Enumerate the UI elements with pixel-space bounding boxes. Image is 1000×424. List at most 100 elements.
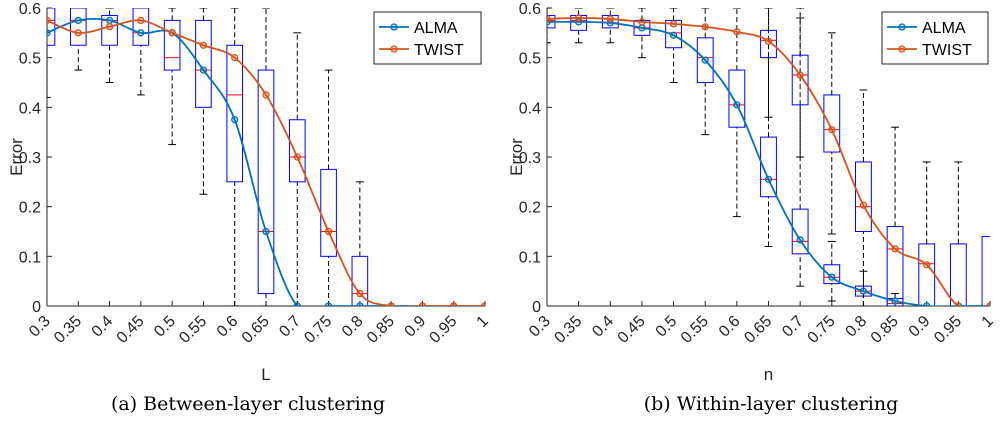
data-point-alma xyxy=(47,29,51,37)
data-point-twist xyxy=(231,54,239,62)
data-point-alma xyxy=(356,302,364,306)
y-tick-label: 0 xyxy=(532,299,541,316)
data-point-alma xyxy=(923,302,931,306)
legend-label-twist: TWIST xyxy=(414,42,464,59)
legend-label-alma: ALMA xyxy=(414,20,458,37)
box-iqr xyxy=(791,54,809,106)
x-tick-label: 0.3 xyxy=(526,313,554,341)
x-tick-label: 0.6 xyxy=(716,313,744,341)
data-point-alma xyxy=(231,116,239,124)
x-tick-label: 0.55 xyxy=(176,313,210,347)
box-iqr xyxy=(918,243,936,306)
x-tick-label: 0.4 xyxy=(89,313,117,341)
plot-area xyxy=(547,8,990,306)
data-point-alma xyxy=(891,297,899,305)
data-point-twist xyxy=(356,289,364,298)
box-iqr xyxy=(69,8,87,46)
x-tick-label: 0.75 xyxy=(301,313,335,347)
boxplot-twist xyxy=(855,89,872,306)
boxplot xyxy=(226,8,244,306)
y-axis-label: Error xyxy=(507,138,526,176)
x-tick-label: 0.45 xyxy=(114,313,148,347)
legend-label-alma: ALMA xyxy=(922,20,966,37)
box-iqr xyxy=(855,161,872,232)
x-tick-label: 0.4 xyxy=(589,313,617,341)
legend-box xyxy=(881,11,989,65)
data-point-twist xyxy=(168,29,176,37)
data-point-twist xyxy=(574,14,583,22)
box-iqr xyxy=(101,14,118,46)
data-point-twist xyxy=(387,302,395,306)
x-tick-label: 0.35 xyxy=(51,313,85,347)
x-tick-label: 0.5 xyxy=(151,313,179,341)
legend-marker xyxy=(390,45,398,53)
x-tick-label: 0.55 xyxy=(678,313,712,347)
data-point-twist xyxy=(606,15,614,23)
y-tick-label: 0.3 xyxy=(519,150,541,167)
data-point-twist xyxy=(105,22,114,31)
y-tick-label: 0.6 xyxy=(519,1,541,18)
x-tick-label: 0.65 xyxy=(741,313,775,347)
y-tick-label: 0.2 xyxy=(19,200,41,217)
data-point-twist xyxy=(828,126,836,134)
data-point-twist xyxy=(764,37,773,45)
x-tick-label: 0.95 xyxy=(427,313,461,347)
data-point-alma xyxy=(74,16,82,25)
data-point-twist xyxy=(923,261,931,269)
boxplot xyxy=(351,181,369,306)
y-tick-label: 0.3 xyxy=(19,150,41,167)
data-point-alma xyxy=(701,56,709,64)
panel-between-layer: 00.10.20.30.40.50.60.30.35 0.40.45 0.50.55… xyxy=(7,1,492,384)
data-point-alma xyxy=(262,227,270,236)
boxplot xyxy=(633,8,651,59)
y-tick-label: 0.4 xyxy=(519,100,541,117)
boxplot xyxy=(163,8,181,146)
data-point-twist xyxy=(324,227,333,236)
x-tick-label: 0.3 xyxy=(26,313,54,341)
box-iqr xyxy=(132,8,150,46)
data-point-twist xyxy=(733,28,741,36)
y-tick-label: 0 xyxy=(32,299,41,316)
data-point-twist xyxy=(481,302,485,306)
box-iqr xyxy=(760,136,777,198)
boxplot-twist xyxy=(981,235,990,306)
data-point-twist xyxy=(199,41,208,49)
boxplot xyxy=(195,8,212,195)
boxplot xyxy=(665,8,682,83)
data-point-alma xyxy=(764,175,773,184)
data-point-twist xyxy=(891,245,899,253)
boxplot xyxy=(257,8,275,306)
boxplot-twist xyxy=(918,161,936,306)
legend-marker xyxy=(390,23,398,31)
data-point-alma xyxy=(293,302,301,306)
data-point-alma xyxy=(669,31,678,39)
data-point-alma xyxy=(638,24,646,32)
data-point-twist xyxy=(47,16,51,25)
box-iqr xyxy=(791,208,809,255)
box-iqr xyxy=(981,235,990,306)
caption-b: (b) Within-layer clustering xyxy=(644,393,899,415)
box-iqr xyxy=(823,94,841,153)
data-point-twist xyxy=(986,302,990,306)
box-iqr xyxy=(696,37,714,83)
x-axis-label: n xyxy=(764,365,773,384)
x-tick-label: 0.85 xyxy=(868,313,902,347)
x-axis-label: L xyxy=(261,365,270,384)
y-tick-label: 0.5 xyxy=(19,51,41,68)
legend-marker xyxy=(898,23,906,31)
box-iqr xyxy=(760,29,777,59)
legend-label-twist: TWIST xyxy=(922,42,972,59)
data-point-twist xyxy=(796,71,804,79)
y-tick-label: 0.6 xyxy=(19,1,41,18)
data-point-twist xyxy=(638,18,646,26)
x-tick-label: 0.8 xyxy=(843,313,871,341)
x-tick-label: 1 xyxy=(979,313,997,331)
x-tick-label: 0.5 xyxy=(653,313,681,341)
plot-area xyxy=(47,8,485,306)
data-point-alma xyxy=(796,236,804,244)
legend-box xyxy=(373,11,482,65)
x-tick-label: 0.7 xyxy=(779,313,807,341)
y-tick-label: 0.4 xyxy=(19,100,41,117)
boxplot-twist xyxy=(823,32,841,235)
